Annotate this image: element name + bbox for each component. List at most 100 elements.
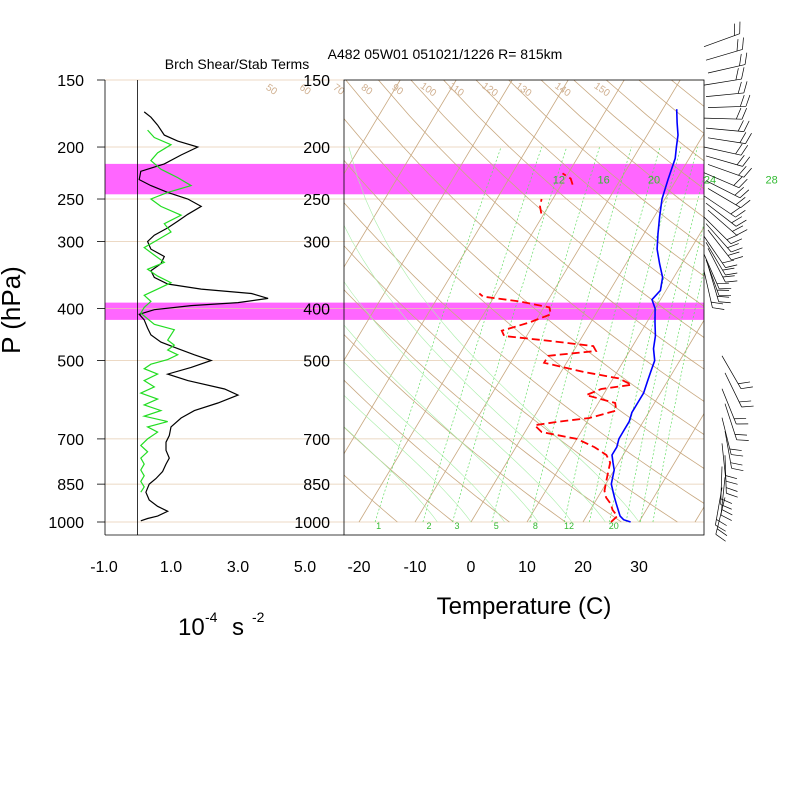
barb-feather <box>735 68 739 81</box>
mixing-ratio-label: 12 <box>553 175 565 187</box>
isotherm <box>526 226 704 523</box>
wind-barb <box>703 253 732 290</box>
barb-feather <box>731 256 743 261</box>
barb-staff <box>715 497 726 535</box>
wind-barb <box>715 497 728 542</box>
barb-feather <box>737 81 742 94</box>
x-tick-label: 5.0 <box>294 559 316 576</box>
x-tick-label: 3.0 <box>227 559 249 576</box>
barb-staff <box>705 92 744 97</box>
skew-t-frame <box>343 79 705 536</box>
black-series <box>138 111 269 522</box>
wind-barb <box>705 180 750 199</box>
dry-adiabat <box>605 80 704 162</box>
barb-feather <box>736 155 745 166</box>
barb-feather <box>739 132 747 143</box>
pressure-tick-label: 300 <box>57 234 84 251</box>
barb-feather <box>741 405 754 408</box>
barb-feather <box>735 197 746 206</box>
pressure-tick-label: 150 <box>303 73 330 90</box>
barb-feather <box>731 467 744 472</box>
unit-base: 10 <box>178 614 205 641</box>
mixing-ratio-label: 1 <box>376 521 381 531</box>
moist-adiabat <box>344 361 505 523</box>
barb-staff <box>707 229 732 261</box>
pressure-tick-label: 850 <box>57 477 84 494</box>
barb-feather <box>722 275 735 278</box>
highlight-band <box>105 302 344 320</box>
barb-feather <box>716 528 728 537</box>
mixing-ratio-label: 16 <box>598 175 610 187</box>
dry-adiabat <box>540 80 704 218</box>
barb-feather <box>731 216 743 224</box>
isotherm <box>751 80 800 522</box>
barb-feather <box>712 307 725 310</box>
barb-staff <box>720 477 726 516</box>
barb-feather <box>735 143 743 155</box>
barb-feather <box>729 448 742 451</box>
barb-feather <box>739 189 750 199</box>
wind-barb <box>720 477 733 521</box>
dry-adiabat <box>344 426 454 523</box>
temperature-tick-label: 0 <box>467 559 476 576</box>
barb-feather <box>745 94 751 107</box>
wind-barb <box>721 443 738 485</box>
barb-staff <box>705 202 737 227</box>
mixing-ratio-label: 2 <box>426 521 431 531</box>
barb-feather <box>725 264 738 268</box>
wind-barb <box>703 270 725 310</box>
pressure-tick-label: 150 <box>57 73 84 90</box>
moist-adiabat <box>344 224 606 523</box>
barb-staff <box>715 487 723 526</box>
moist-adiabat <box>344 324 539 523</box>
wind-barb <box>721 355 753 390</box>
shear-stab-series <box>138 111 269 522</box>
barb-feather <box>717 295 730 298</box>
barb-staff <box>707 248 726 283</box>
wind-barb <box>703 172 748 189</box>
x-tick-label: 1.0 <box>160 559 182 576</box>
temperature-tick-label: 30 <box>630 559 648 576</box>
wind-barb <box>705 259 732 297</box>
barb-feather <box>731 454 744 457</box>
wind-barb <box>724 455 738 498</box>
adiabat-label: 130 <box>513 81 533 100</box>
barb-staff <box>721 355 742 389</box>
x-tick-label: -1.0 <box>90 559 118 576</box>
barb-feather <box>731 247 743 253</box>
isotherm <box>582 319 704 523</box>
moist-adiabat <box>344 426 438 523</box>
barb-staff <box>703 270 713 308</box>
x-tick-labels: -1.0 1.0 3.0 5.0 <box>90 559 316 576</box>
pressure-gridlines <box>105 79 344 523</box>
wind-barb <box>724 430 744 472</box>
temperature-tick-label: 20 <box>574 559 592 576</box>
pressure-tick-label: 1000 <box>48 515 84 532</box>
isotherm <box>344 80 401 175</box>
mixing-ratio-line <box>652 267 704 523</box>
wind-barb <box>724 403 749 441</box>
barb-feather <box>725 280 738 283</box>
mixing-ratio-line <box>609 146 698 523</box>
barb-staff <box>721 388 737 425</box>
wind-barb <box>705 37 744 61</box>
barb-staff <box>703 172 740 189</box>
barb-staff <box>705 242 726 276</box>
pressure-tick-label: 400 <box>57 302 84 319</box>
mixing-ratio-line <box>422 146 543 523</box>
pressure-tick-label: 250 <box>57 192 84 209</box>
barb-feather <box>736 39 739 52</box>
dewpoint-line <box>562 172 574 185</box>
mixing-ratio-label: 12 <box>564 521 574 531</box>
barb-staff <box>707 164 744 178</box>
wind-barb <box>703 195 746 218</box>
wind-barb <box>707 248 738 283</box>
mixing-ratio-label: 28 <box>766 175 778 187</box>
pressure-tick-label: 700 <box>303 432 330 449</box>
unit-exponent: -4 <box>205 609 218 625</box>
wind-barb <box>707 52 748 74</box>
barb-feather <box>726 234 739 241</box>
pressure-tick-label: 400 <box>303 302 330 319</box>
adiabat-label: 50 <box>264 82 280 98</box>
barb-feather <box>745 133 752 144</box>
